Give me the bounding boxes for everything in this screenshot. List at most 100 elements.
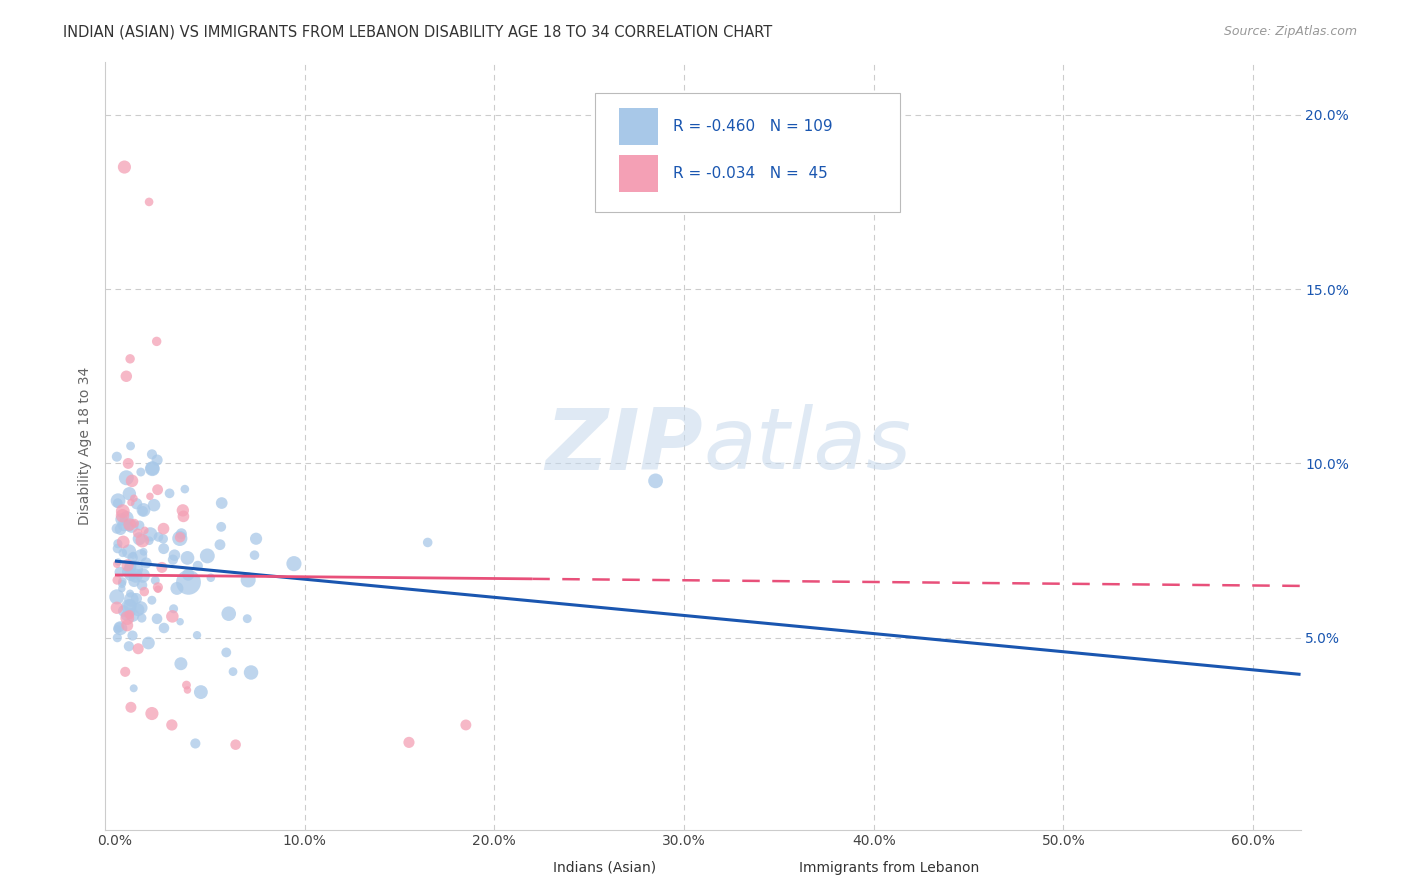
Point: [112, 517, 135, 532]
Point: [146, 580, 169, 594]
Point: [146, 612, 169, 626]
Point: [215, 645, 238, 659]
Point: [114, 608, 136, 623]
Point: [225, 738, 247, 752]
Point: [148, 530, 170, 544]
Point: [115, 511, 138, 525]
Text: ZIP: ZIP: [546, 404, 703, 488]
Point: [120, 592, 142, 607]
Point: [172, 503, 194, 517]
Point: [129, 465, 152, 479]
Point: [120, 559, 142, 574]
Point: [211, 496, 233, 510]
Point: [169, 530, 191, 544]
Point: [139, 489, 162, 503]
Point: [115, 618, 138, 632]
Point: [146, 483, 169, 497]
Point: [135, 556, 157, 570]
Point: [177, 575, 200, 590]
Point: [128, 532, 150, 546]
Point: [209, 520, 232, 534]
Point: [127, 641, 149, 656]
Text: Source: ZipAtlas.com: Source: ZipAtlas.com: [1223, 25, 1357, 38]
Point: [172, 509, 194, 524]
Point: [177, 567, 200, 582]
Text: R = -0.034   N =  45: R = -0.034 N = 45: [673, 166, 828, 181]
Point: [124, 516, 146, 531]
Point: [150, 560, 173, 574]
Point: [127, 526, 149, 541]
Point: [166, 582, 188, 596]
Point: [152, 522, 174, 536]
Point: [169, 615, 191, 629]
Point: [170, 526, 193, 541]
Point: [115, 471, 138, 485]
Point: [146, 453, 169, 467]
FancyBboxPatch shape: [596, 93, 900, 212]
Point: [125, 497, 148, 511]
Point: [111, 582, 134, 596]
Point: [111, 577, 134, 591]
Point: [283, 557, 305, 571]
Point: [128, 518, 150, 533]
Point: [129, 549, 152, 563]
Point: [146, 582, 169, 597]
Point: [152, 541, 174, 556]
Point: [120, 439, 142, 453]
Point: [120, 567, 142, 582]
Point: [187, 558, 209, 573]
Point: [200, 571, 222, 585]
Bar: [759, 858, 790, 878]
Point: [134, 584, 156, 599]
Point: [176, 683, 198, 698]
Point: [121, 550, 143, 565]
Point: [143, 498, 166, 512]
Bar: [513, 858, 544, 878]
Point: [107, 496, 129, 510]
Point: [184, 736, 207, 750]
Point: [138, 194, 160, 209]
Point: [236, 612, 259, 626]
Point: [398, 735, 420, 749]
Point: [108, 620, 131, 634]
Point: [162, 609, 184, 624]
Point: [131, 533, 153, 548]
Point: [170, 657, 193, 671]
Point: [141, 461, 163, 475]
Point: [141, 593, 163, 607]
Point: [131, 578, 153, 592]
Point: [160, 718, 183, 732]
Point: [145, 334, 167, 349]
Point: [111, 508, 134, 523]
Point: [114, 665, 136, 679]
Point: [120, 606, 142, 620]
Point: [240, 665, 263, 680]
Point: [117, 565, 139, 579]
Point: [127, 603, 149, 617]
Point: [163, 548, 186, 562]
Point: [120, 586, 142, 600]
Text: R = -0.460   N = 109: R = -0.460 N = 109: [673, 119, 832, 134]
Point: [118, 544, 141, 558]
Point: [111, 504, 134, 518]
Point: [152, 532, 174, 546]
Point: [105, 600, 128, 615]
Point: [118, 639, 141, 653]
Point: [118, 517, 141, 532]
Point: [122, 681, 145, 696]
Point: [111, 546, 134, 560]
Point: [132, 503, 155, 517]
Point: [120, 700, 142, 714]
Bar: [619, 155, 658, 192]
Point: [105, 622, 128, 636]
Point: [141, 706, 163, 721]
Point: [138, 533, 160, 548]
Point: [134, 524, 156, 538]
Point: [118, 520, 141, 534]
Point: [120, 495, 142, 509]
Point: [107, 493, 129, 508]
Point: [120, 351, 142, 366]
Point: [644, 474, 666, 488]
Point: [121, 629, 143, 643]
Point: [173, 482, 195, 496]
